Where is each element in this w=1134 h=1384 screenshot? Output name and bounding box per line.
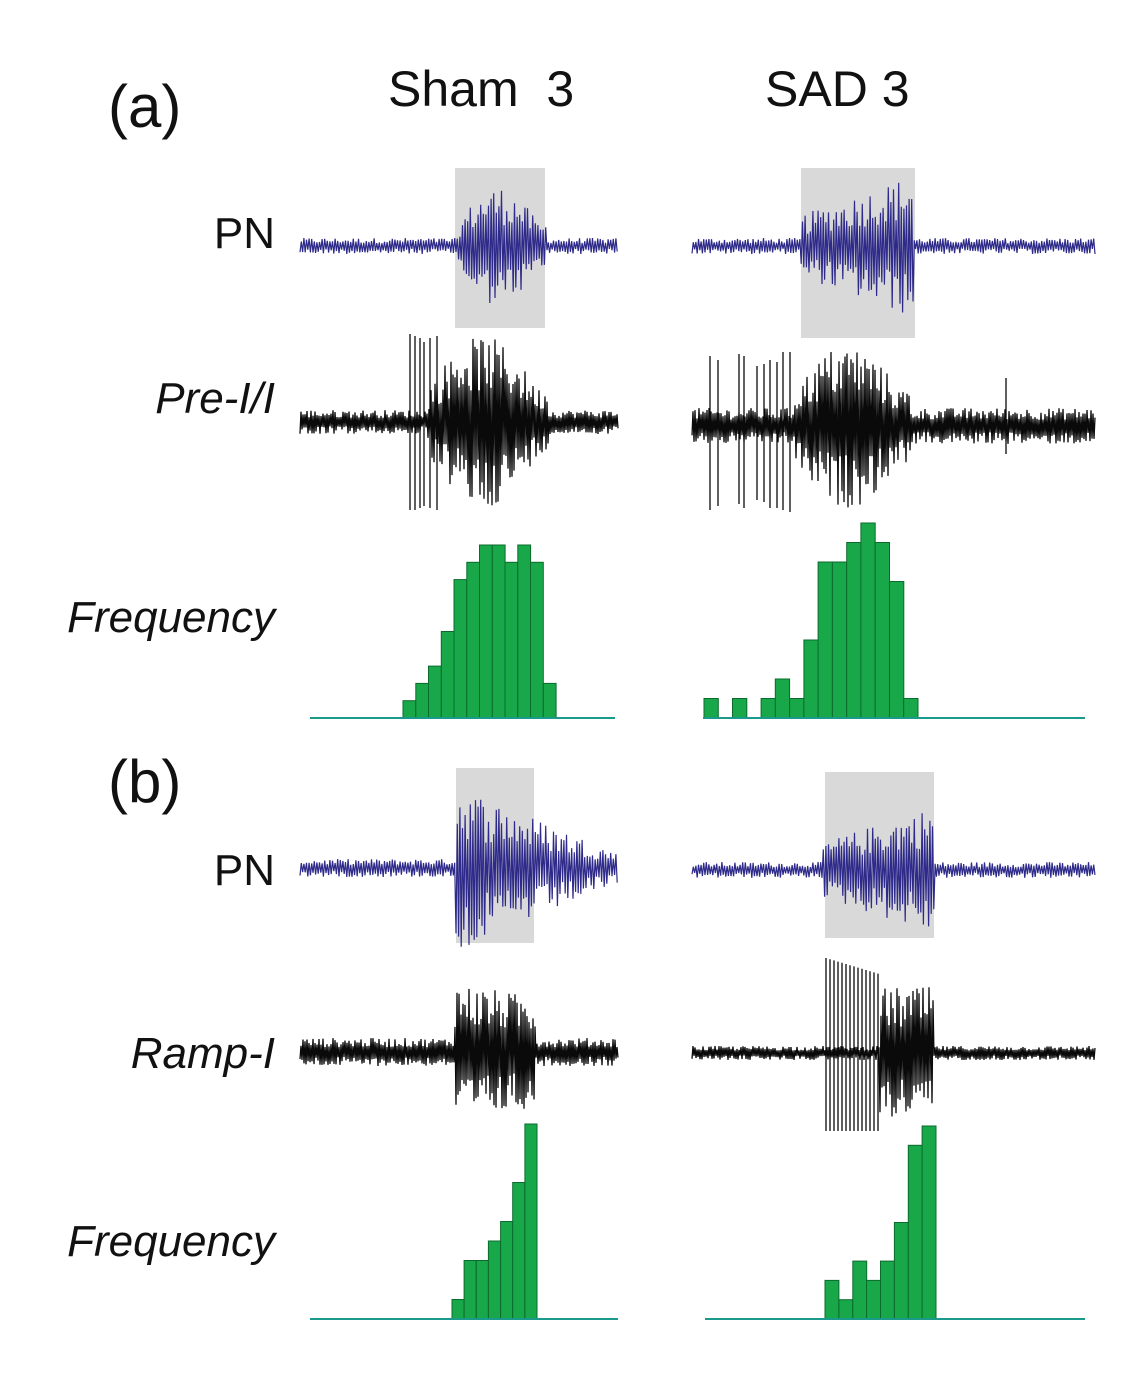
- histogram-bar: [466, 561, 481, 719]
- histogram-bar: [831, 561, 848, 719]
- histogram-bar: [703, 698, 719, 719]
- histogram-bar: [874, 542, 891, 719]
- histogram-bar: [517, 544, 532, 719]
- histogram-bar: [817, 561, 833, 719]
- histogram-bar: [491, 544, 506, 719]
- row-label-pn-a: PN: [214, 209, 275, 258]
- histogram-bar: [428, 665, 442, 719]
- frequency-histogram-a-sham: [402, 544, 557, 719]
- histogram-bar: [803, 639, 819, 719]
- histogram-bar: [903, 698, 919, 719]
- pre-i-i-trace-sham: [299, 334, 619, 510]
- pn-trace-a-sad: [691, 182, 1096, 313]
- column-title-sham: Sham 3: [388, 61, 574, 117]
- histogram-bar: [889, 581, 905, 719]
- histogram-bar: [846, 542, 862, 719]
- histogram-bar: [774, 678, 791, 719]
- panel-b-label: (b): [108, 748, 181, 815]
- histogram-bar: [542, 682, 557, 719]
- histogram-bar: [487, 1240, 501, 1320]
- histogram-bar: [907, 1144, 923, 1320]
- histogram-bar: [824, 1279, 840, 1320]
- pn-trace-b-sham: [299, 799, 618, 947]
- histogram-bar: [732, 698, 748, 719]
- pn-trace-a-sham: [299, 190, 618, 304]
- histogram-bar: [463, 1260, 477, 1320]
- histogram-bar: [512, 1182, 526, 1320]
- ramp-i-trace-sham: [299, 988, 619, 1109]
- histogram-bar: [475, 1260, 489, 1320]
- histogram-bar: [880, 1260, 895, 1320]
- histogram-bar: [866, 1279, 881, 1320]
- pre-i-i-trace-sad: [691, 351, 1096, 512]
- row-label-pre-i-i: Pre-I/I: [155, 374, 275, 423]
- histogram-bar: [789, 698, 805, 719]
- histogram-bar: [760, 698, 776, 719]
- frequency-histogram-b-sham: [451, 1123, 538, 1320]
- histogram-bar: [893, 1222, 909, 1320]
- histogram-bar: [415, 682, 430, 719]
- inspiration-shading-b-sad: [825, 772, 934, 938]
- row-label-frequency-a: Frequency: [67, 593, 278, 642]
- histogram-bar: [524, 1123, 538, 1320]
- histogram-bar: [530, 561, 544, 719]
- ramp-i-trace-sad: [691, 958, 1096, 1131]
- panel-a-label: (a): [108, 73, 181, 140]
- histogram-bar: [479, 544, 493, 719]
- histogram-bar: [402, 700, 417, 719]
- histogram-bar: [852, 1260, 868, 1320]
- histogram-bar: [860, 522, 876, 719]
- histogram-bar: [440, 631, 455, 719]
- histogram-bar: [921, 1125, 937, 1320]
- histogram-bar: [451, 1299, 465, 1320]
- histogram-bar: [504, 561, 519, 719]
- pn-trace-b-sad: [691, 813, 1096, 927]
- row-label-pn-b: PN: [214, 846, 275, 895]
- frequency-histogram-b-sad: [824, 1125, 937, 1320]
- histogram-bar: [500, 1221, 514, 1320]
- histogram-bar: [838, 1299, 854, 1320]
- frequency-histogram-a-sad: [703, 522, 919, 719]
- row-label-ramp-i: Ramp-I: [131, 1029, 275, 1078]
- row-label-frequency-b: Frequency: [67, 1217, 278, 1266]
- column-title-sad: SAD 3: [765, 61, 910, 117]
- histogram-bar: [453, 579, 468, 719]
